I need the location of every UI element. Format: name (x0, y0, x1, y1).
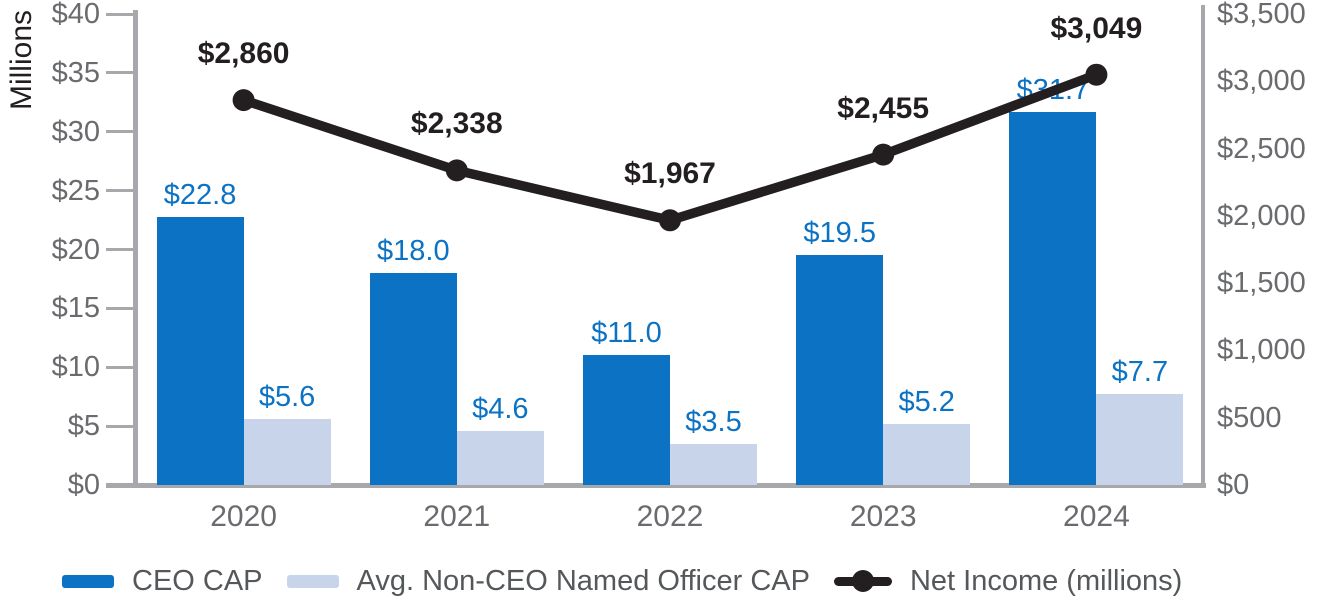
ceo-cap-bar (796, 255, 884, 485)
x-axis-category-label: 2021 (423, 500, 491, 533)
ceo-cap-swatch-icon (62, 574, 114, 588)
net-income-value-label: $2,455 (837, 91, 930, 125)
net-income-value-label: $2,338 (410, 107, 503, 141)
non-ceo-cap-value-label: $4.6 (472, 392, 529, 425)
ceo-cap-bar (1009, 111, 1097, 485)
x-axis-category-label: 2024 (1063, 500, 1130, 533)
left-axis-tick (106, 189, 133, 193)
left-axis-tick-label: $30 (51, 115, 100, 148)
left-axis-tick-label: $25 (51, 174, 100, 207)
legend-label-non-ceo-cap: Avg. Non-CEO Named Officer CAP (356, 565, 810, 597)
legend-item-ceo-cap: CEO CAP (62, 565, 263, 597)
left-axis-tick (106, 71, 133, 75)
non-ceo-cap-value-label: $7.7 (1111, 356, 1169, 389)
left-axis-tick (106, 12, 133, 16)
x-axis-category-label: 2022 (636, 500, 704, 533)
non-ceo-cap-bar (456, 430, 544, 485)
right-axis-tick-label: $2,000 (1217, 199, 1306, 232)
ceo-cap-value-label: $19.5 (803, 217, 876, 250)
legend-label-net-income: Net Income (millions) (909, 565, 1183, 597)
non-ceo-cap-value-label: $5.2 (898, 385, 955, 418)
left-axis-tick (106, 130, 133, 134)
right-axis-tick-label: $1,500 (1217, 267, 1306, 300)
ceo-cap-bar (369, 273, 457, 485)
right-axis-tick-label: $1,000 (1217, 334, 1306, 367)
left-axis-tick-label: $40 (51, 0, 100, 30)
left-axis-tick (106, 365, 133, 369)
net-income-value-label: $2,860 (197, 37, 290, 71)
legend-label-ceo-cap: CEO CAP (132, 565, 263, 597)
left-axis-tick (106, 248, 133, 251)
x-axis-baseline (106, 483, 1206, 488)
right-axis-tick-label: $3,000 (1217, 65, 1306, 98)
left-axis-tick-label: $10 (51, 351, 100, 384)
non-ceo-cap-value-label: $5.6 (258, 381, 316, 414)
left-axis-tick (106, 424, 133, 428)
ceo-cap-value-label: $22.8 (163, 178, 237, 211)
legend: CEO CAP Avg. Non-CEO Named Officer CAP N… (62, 560, 1182, 602)
non-ceo-cap-value-label: $3.5 (685, 405, 742, 438)
non-ceo-cap-bar (670, 443, 757, 485)
x-axis-category-label: 2023 (849, 500, 917, 533)
right-axis-line (1201, 5, 1205, 485)
left-axis-tick-label: $5 (67, 410, 100, 443)
net-income-value-label: $3,049 (1050, 11, 1143, 45)
legend-item-non-ceo-cap: Avg. Non-CEO Named Officer CAP (286, 565, 810, 597)
left-axis-tick (106, 306, 133, 310)
ceo-cap-value-label: $11.0 (591, 317, 662, 350)
non-ceo-cap-bar (1096, 394, 1184, 485)
left-axis-tick-label: $20 (51, 233, 100, 266)
ceo-cap-value-label: $31.7 (1016, 73, 1090, 106)
ceo-cap-value-label: $18.0 (377, 235, 450, 268)
right-axis-tick-label: $0 (1217, 469, 1250, 501)
non-ceo-cap-bar (883, 423, 971, 485)
left-axis-tick-label: $15 (51, 292, 100, 325)
net-income-value-label: $1,967 (624, 157, 716, 191)
legend-item-net-income: Net Income (millions) (833, 565, 1183, 597)
right-axis-tick-label: $500 (1217, 401, 1282, 434)
non-ceo-cap-swatch-icon (286, 574, 339, 588)
ceo-cap-bar (583, 355, 670, 485)
net-income-line-marker-icon (833, 569, 892, 593)
left-axis-line (133, 10, 138, 485)
left-axis-tick-label: $35 (51, 56, 100, 89)
right-axis-tick-label: $2,500 (1217, 132, 1306, 165)
right-axis-tick-label: $3,500 (1217, 0, 1306, 30)
non-ceo-cap-bar (243, 419, 331, 485)
x-axis-category-label: 2020 (210, 500, 277, 533)
ceo-cap-bar (156, 216, 244, 485)
left-axis-tick-label: $0 (67, 469, 100, 501)
